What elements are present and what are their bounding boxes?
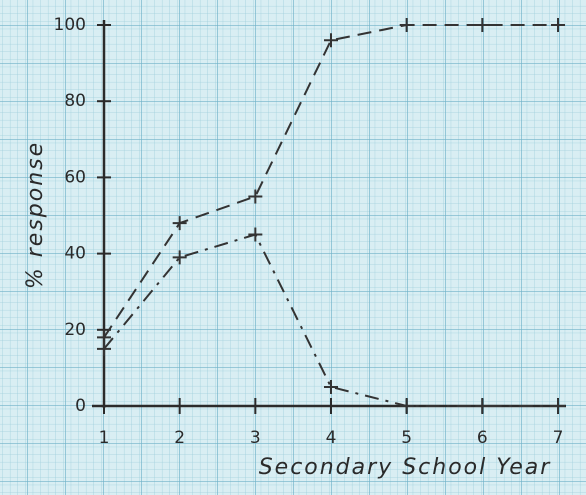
y-tick-label: 40	[64, 244, 86, 264]
x-tick-label: 3	[250, 428, 261, 448]
y-axis-title: % response	[23, 141, 48, 289]
x-tick-label: 4	[326, 428, 337, 448]
x-tick-label: 7	[553, 428, 564, 448]
x-tick-label: 6	[477, 428, 488, 448]
x-tick-label: 1	[99, 428, 110, 448]
x-axis-title: Secondary School Year	[259, 455, 552, 480]
graph-grid	[0, 0, 586, 495]
y-tick-label: 0	[75, 396, 86, 416]
y-tick-label: 20	[64, 320, 86, 340]
x-tick-label: 5	[401, 428, 412, 448]
x-tick-label: 2	[174, 428, 185, 448]
y-tick-label: 100	[54, 15, 86, 35]
chart: % response Secondary School Year 0 20 40 60…	[0, 0, 586, 495]
y-tick-label: 60	[64, 167, 86, 187]
y-tick-label: 80	[64, 91, 86, 111]
